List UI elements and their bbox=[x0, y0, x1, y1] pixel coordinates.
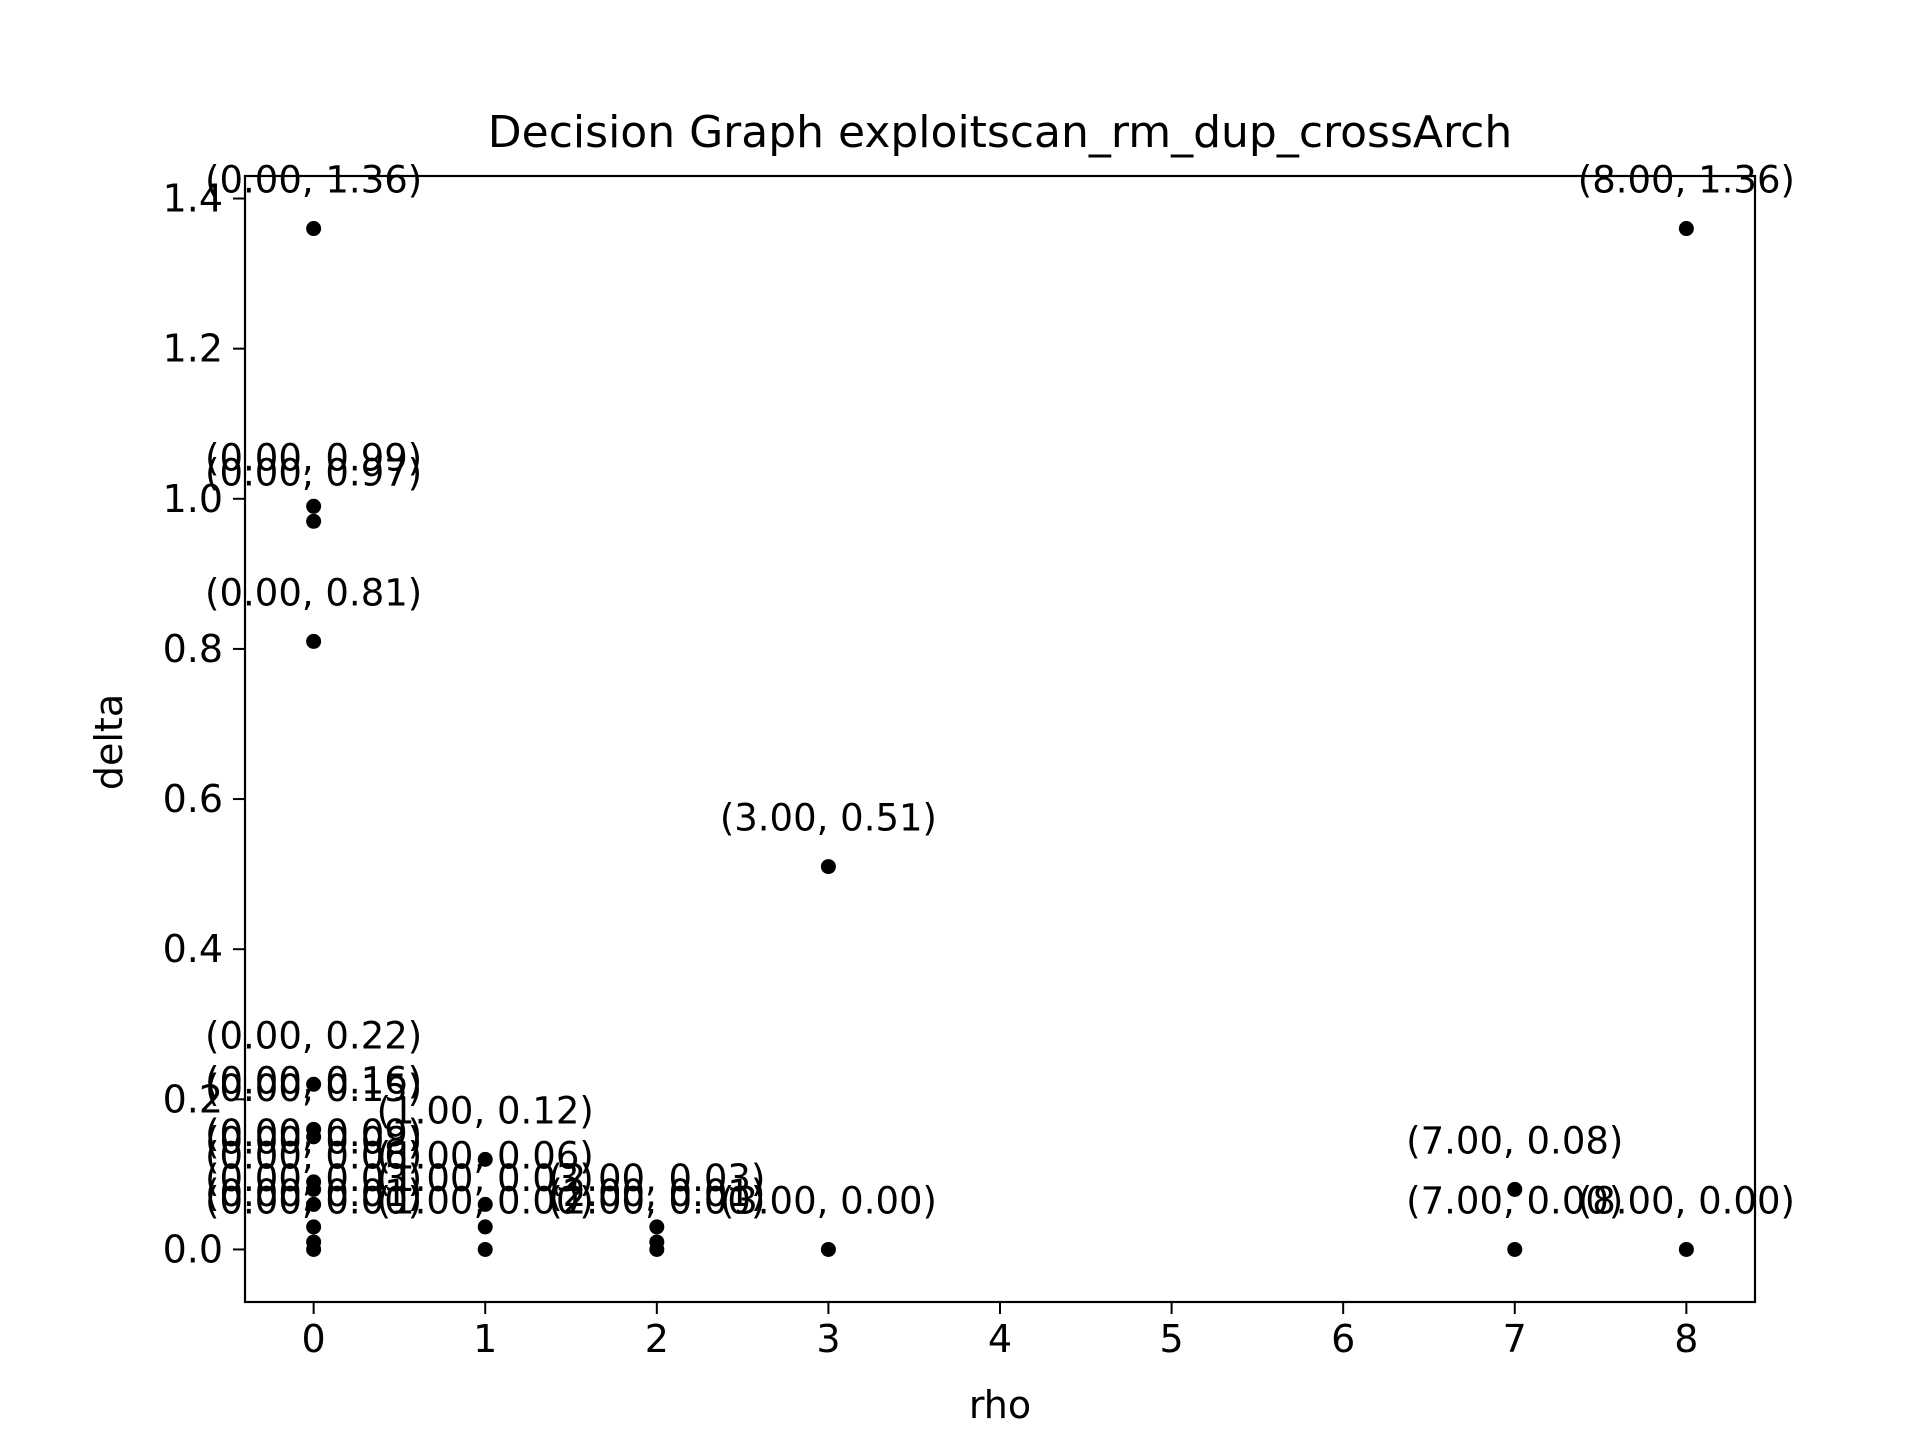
plot-frame bbox=[243, 174, 1757, 1304]
data-point-label: (1.00, 0.03) bbox=[377, 1157, 594, 1200]
data-point-label: (1.00, 0.06) bbox=[377, 1134, 594, 1177]
data-point bbox=[306, 1219, 322, 1235]
data-point-label: (2.00, 0.03) bbox=[548, 1157, 765, 1200]
data-point-label: (7.00, 0.08) bbox=[1406, 1119, 1623, 1162]
data-point bbox=[306, 1196, 322, 1212]
data-point bbox=[820, 859, 836, 875]
y-tick-label: 0.0 bbox=[163, 1227, 223, 1271]
data-point bbox=[306, 498, 322, 514]
data-point-label: (8.00, 1.36) bbox=[1578, 159, 1795, 202]
y-tick-label: 1.0 bbox=[163, 477, 223, 521]
point-labels: (0.00, 1.36) (8.00, 1.36)(0.00, 0.99)(0.0… bbox=[205, 159, 1795, 1223]
x-tick-label: 1 bbox=[473, 1317, 497, 1361]
data-point-label: (0.00, 0.00) bbox=[205, 1179, 422, 1222]
y-tick-label: 0.6 bbox=[163, 777, 223, 821]
data-point-label: (3.00, 0.00) bbox=[720, 1179, 937, 1222]
data-point-label: (7.00, 0.00) bbox=[1406, 1179, 1623, 1222]
data-point-label: (0.00, 0.99) bbox=[205, 436, 422, 479]
data-point-label: (0.00, 0.81) bbox=[205, 571, 422, 614]
x-tick-label: 8 bbox=[1674, 1317, 1698, 1361]
data-point-label: (0.00, 1.36) bbox=[205, 159, 422, 202]
data-point-label: (0.00, 0.97) bbox=[205, 451, 422, 494]
data-point bbox=[306, 1241, 322, 1257]
data-point-label: (0.00, 0.03) bbox=[205, 1157, 422, 1200]
data-point-label: (8.00, 0.00) bbox=[1578, 1179, 1795, 1222]
x-tick-label: 7 bbox=[1503, 1317, 1527, 1361]
y-tick-label: 0.4 bbox=[163, 927, 223, 971]
data-point bbox=[306, 1181, 322, 1197]
x-axis-label: rho bbox=[969, 1383, 1031, 1427]
data-point bbox=[477, 1241, 493, 1257]
data-point-label: (2.00, 0.00) bbox=[548, 1179, 765, 1222]
data-points bbox=[306, 221, 1694, 1257]
data-point bbox=[1678, 221, 1694, 237]
x-tick-label: 4 bbox=[988, 1317, 1012, 1361]
data-point-label: (0.00, 0.15) bbox=[205, 1067, 422, 1110]
data-point-label: (3.00, 0.51) bbox=[720, 797, 937, 840]
y-tick-label: 1.2 bbox=[163, 327, 223, 371]
data-point bbox=[820, 1241, 836, 1257]
data-point bbox=[306, 1076, 322, 1092]
data-point bbox=[477, 1151, 493, 1167]
x-tick-label: 6 bbox=[1331, 1317, 1355, 1361]
data-point-label: (0.00, 0.09) bbox=[205, 1112, 422, 1155]
y-tick-label: 0.8 bbox=[163, 627, 223, 671]
data-point-label: (0.00, 0.22) bbox=[205, 1014, 422, 1057]
data-point bbox=[1507, 1241, 1523, 1257]
data-point bbox=[649, 1241, 665, 1257]
data-point-label: (2.00, 0.01) bbox=[548, 1172, 765, 1215]
data-point-label: (0.00, 0.16) bbox=[205, 1059, 422, 1102]
y-tick-label: 0.2 bbox=[163, 1077, 223, 1121]
data-point bbox=[306, 221, 322, 237]
data-point bbox=[477, 1219, 493, 1235]
data-point-label: (1.00, 0.00) bbox=[377, 1179, 594, 1222]
data-point bbox=[306, 1129, 322, 1145]
data-point-label: (0.00, 0.06) bbox=[205, 1134, 422, 1177]
data-point bbox=[1507, 1181, 1523, 1197]
data-point bbox=[306, 633, 322, 649]
data-point-label: (1.00, 0.12) bbox=[377, 1089, 594, 1132]
data-point bbox=[649, 1219, 665, 1235]
data-point bbox=[306, 513, 322, 529]
x-tick-label: 0 bbox=[302, 1317, 326, 1361]
chart-title: Decision Graph exploitscan_rm_dup_crossA… bbox=[488, 107, 1512, 158]
y-axis-label: delta bbox=[87, 694, 131, 790]
data-point-label: (0.00, 0.08) bbox=[205, 1119, 422, 1162]
data-point bbox=[1678, 1241, 1694, 1257]
x-tick-label: 5 bbox=[1159, 1317, 1183, 1361]
axis-ticks: 0 1 2 3 4 5 6 7 8 0.0 0.2 0.4 0.6 0.8 1.0 1.2 1.4 bbox=[163, 177, 1699, 1361]
data-point bbox=[477, 1196, 493, 1212]
x-tick-label: 2 bbox=[645, 1317, 669, 1361]
y-tick-label: 1.4 bbox=[163, 177, 223, 221]
data-point-label: (0.00, 0.01) bbox=[205, 1172, 422, 1215]
x-tick-label: 3 bbox=[816, 1317, 840, 1361]
